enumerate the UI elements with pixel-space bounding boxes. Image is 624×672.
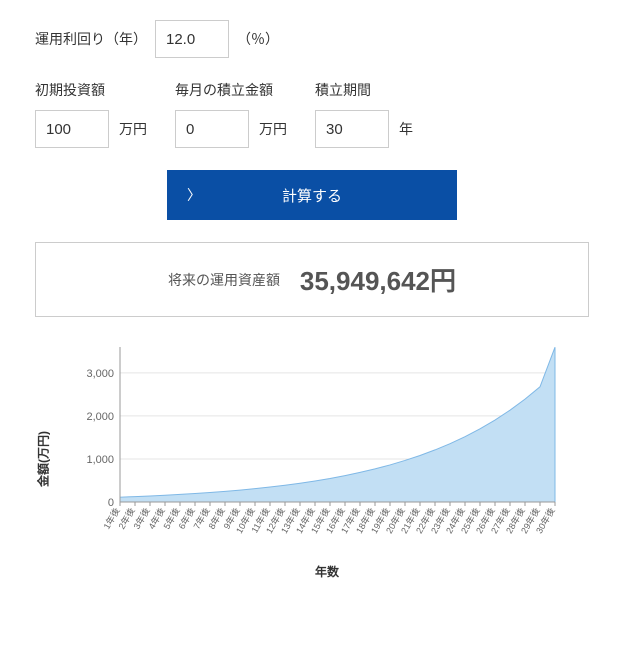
chart-svg: 01,0002,0003,0001年後2年後3年後4年後5年後6年後7年後8年後… (65, 337, 565, 557)
monthly-input[interactable] (175, 110, 249, 148)
period-label: 積立期間 (315, 80, 413, 100)
monthly-unit: 万円 (259, 119, 287, 139)
growth-chart: 金額(万円) 01,0002,0003,0001年後2年後3年後4年後5年後6年… (65, 337, 589, 580)
chart-ylabel: 金額(万円) (35, 431, 52, 487)
svg-text:3,000: 3,000 (86, 368, 114, 380)
calculate-button[interactable]: 〉 計算する (167, 170, 457, 220)
result-box: 将来の運用資産額 35,949,642円 (35, 242, 589, 317)
svg-text:1,000: 1,000 (86, 454, 114, 466)
rate-input[interactable] (155, 20, 229, 58)
result-value: 35,949,642円 (300, 266, 456, 296)
rate-label: 運用利回り（年） (35, 29, 147, 49)
result-label: 将来の運用資産額 (168, 272, 280, 288)
rate-unit: （％） (237, 29, 279, 49)
initial-unit: 万円 (119, 119, 147, 139)
chevron-right-icon: 〉 (187, 185, 201, 205)
period-unit: 年 (399, 119, 413, 139)
svg-text:2,000: 2,000 (86, 411, 114, 423)
initial-input[interactable] (35, 110, 109, 148)
initial-label: 初期投資額 (35, 80, 147, 100)
calculate-button-label: 計算する (282, 185, 342, 206)
chart-xlabel: 年数 (65, 563, 589, 580)
period-input[interactable] (315, 110, 389, 148)
monthly-label: 毎月の積立金額 (175, 80, 287, 100)
